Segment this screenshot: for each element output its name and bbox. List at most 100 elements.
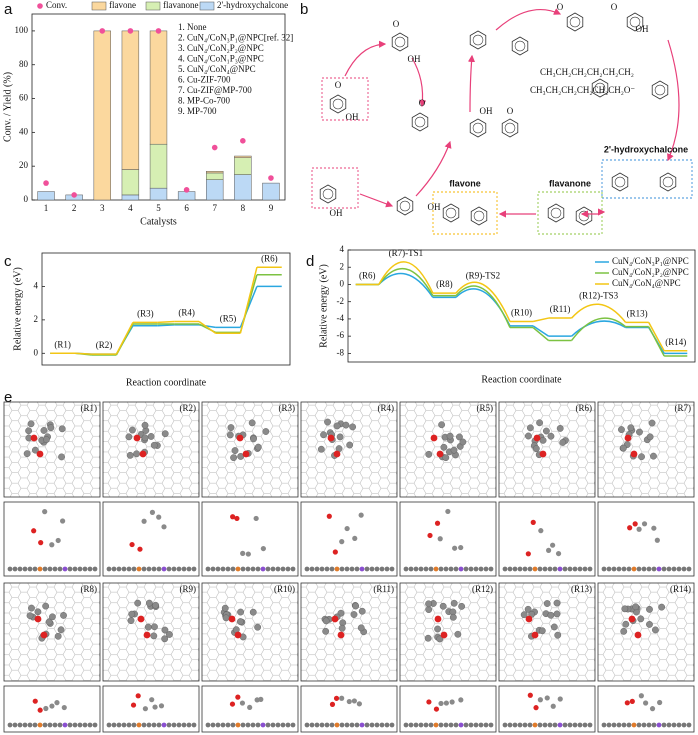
substrate-atom: [418, 566, 424, 572]
substrate-atom: [438, 566, 444, 572]
atom: [254, 443, 262, 451]
substrate-atom: [661, 722, 667, 728]
adsorbate-atom: [624, 700, 630, 706]
atom: [226, 431, 234, 439]
substrate-atom: [290, 722, 296, 728]
highlight-box: [432, 191, 498, 235]
transition-state: [571, 320, 626, 337]
substrate-atom: [240, 566, 246, 572]
atom-label: OH: [428, 202, 441, 212]
substrate-atom: [611, 566, 617, 572]
state-label: (R7): [675, 403, 692, 413]
atom: [126, 451, 134, 459]
atom-label: OH: [480, 106, 493, 116]
substrate-atom: [502, 566, 508, 572]
adsorbate-atom: [31, 528, 37, 534]
connector: [157, 320, 175, 324]
substrate-atom: [72, 722, 78, 728]
atom: [622, 620, 630, 628]
substrate-atom: [126, 722, 132, 728]
conversion-point: [183, 187, 190, 193]
state-label: (R13): [571, 584, 592, 594]
substrate-atom: [408, 722, 414, 728]
adsorbate-atom: [537, 697, 543, 703]
substrate-atom: [656, 722, 662, 728]
substrate-atom: [512, 566, 518, 572]
atom: [527, 424, 534, 432]
oxygen-atom: [531, 631, 539, 639]
panel-letter: a: [4, 1, 13, 18]
substrate-atom: [661, 566, 667, 572]
y-tick-label: 40: [19, 126, 29, 136]
legend-label: CuN₄/CoN₂P₂@NPC: [612, 267, 689, 277]
y-tick-label: 0: [340, 279, 345, 289]
atom: [317, 445, 325, 453]
side-view: [102, 501, 200, 577]
transition-state: [378, 261, 434, 294]
connector: [239, 267, 258, 334]
atom: [25, 427, 33, 435]
compound-label: flavanone: [549, 178, 591, 188]
substrate-atom: [666, 566, 672, 572]
adsorbate-atom: [433, 706, 440, 712]
substrate-atom: [47, 566, 53, 572]
aromatic-circle: [504, 122, 516, 134]
substrate-atom: [136, 566, 142, 572]
substrate-atom: [468, 566, 474, 572]
adsorbate-atom: [550, 703, 556, 709]
substrate-atom: [82, 566, 88, 572]
adsorbate-atom: [54, 700, 60, 706]
benzene-ring: [575, 206, 593, 226]
top-view: [201, 401, 299, 498]
adsorbate-atom: [544, 695, 550, 701]
substrate-atom: [191, 722, 197, 728]
substrate-atom: [364, 722, 370, 728]
top-view: [597, 401, 695, 498]
substrate-atom: [681, 566, 687, 572]
plot-frame: [41, 252, 291, 366]
adsorbate-atom: [458, 697, 464, 703]
atom: [127, 617, 135, 624]
substrate-atom: [42, 566, 48, 572]
benzene-ring: [501, 118, 519, 138]
substrate-atom: [488, 722, 494, 728]
substrate-atom: [131, 566, 137, 572]
substrate-atom: [641, 722, 647, 728]
substrate-atom: [171, 722, 177, 728]
atom: [543, 600, 551, 607]
atom: [237, 608, 244, 616]
oxygen-atom: [440, 631, 448, 639]
substrate-atom: [354, 722, 360, 728]
atom: [141, 434, 149, 442]
atom: [559, 439, 567, 446]
substrate-atom: [413, 722, 419, 728]
substrate-atom: [636, 722, 642, 728]
atom: [542, 427, 550, 435]
substrate-atom: [314, 722, 320, 728]
substrate-atom: [473, 722, 479, 728]
atom: [438, 421, 446, 429]
substrate-atom: [275, 566, 281, 572]
adsorbate-atom: [344, 525, 350, 532]
substrate-atom: [260, 566, 266, 572]
conversion-point: [268, 175, 274, 181]
bar-segment: [206, 171, 224, 174]
atom: [150, 632, 158, 640]
substrate-atom: [136, 722, 142, 728]
substrate-atom: [582, 722, 588, 728]
state-label: (R10): [274, 584, 295, 594]
adsorbate-atom: [141, 518, 147, 524]
aromatic-circle: [399, 200, 411, 212]
atom: [553, 610, 561, 618]
substrate-atom: [671, 722, 677, 728]
substrate-atom: [57, 722, 63, 728]
bar-segment: [206, 179, 224, 201]
state-label: (R12)-TS3: [579, 290, 618, 300]
substrate-atom: [245, 566, 251, 572]
benzene-ring: [591, 78, 609, 98]
adsorbate-atom: [346, 698, 352, 705]
substrate-atom: [601, 566, 607, 572]
adsorbate-atom: [142, 706, 148, 712]
substrate-atom: [656, 566, 662, 572]
substrate-atom: [324, 566, 330, 572]
